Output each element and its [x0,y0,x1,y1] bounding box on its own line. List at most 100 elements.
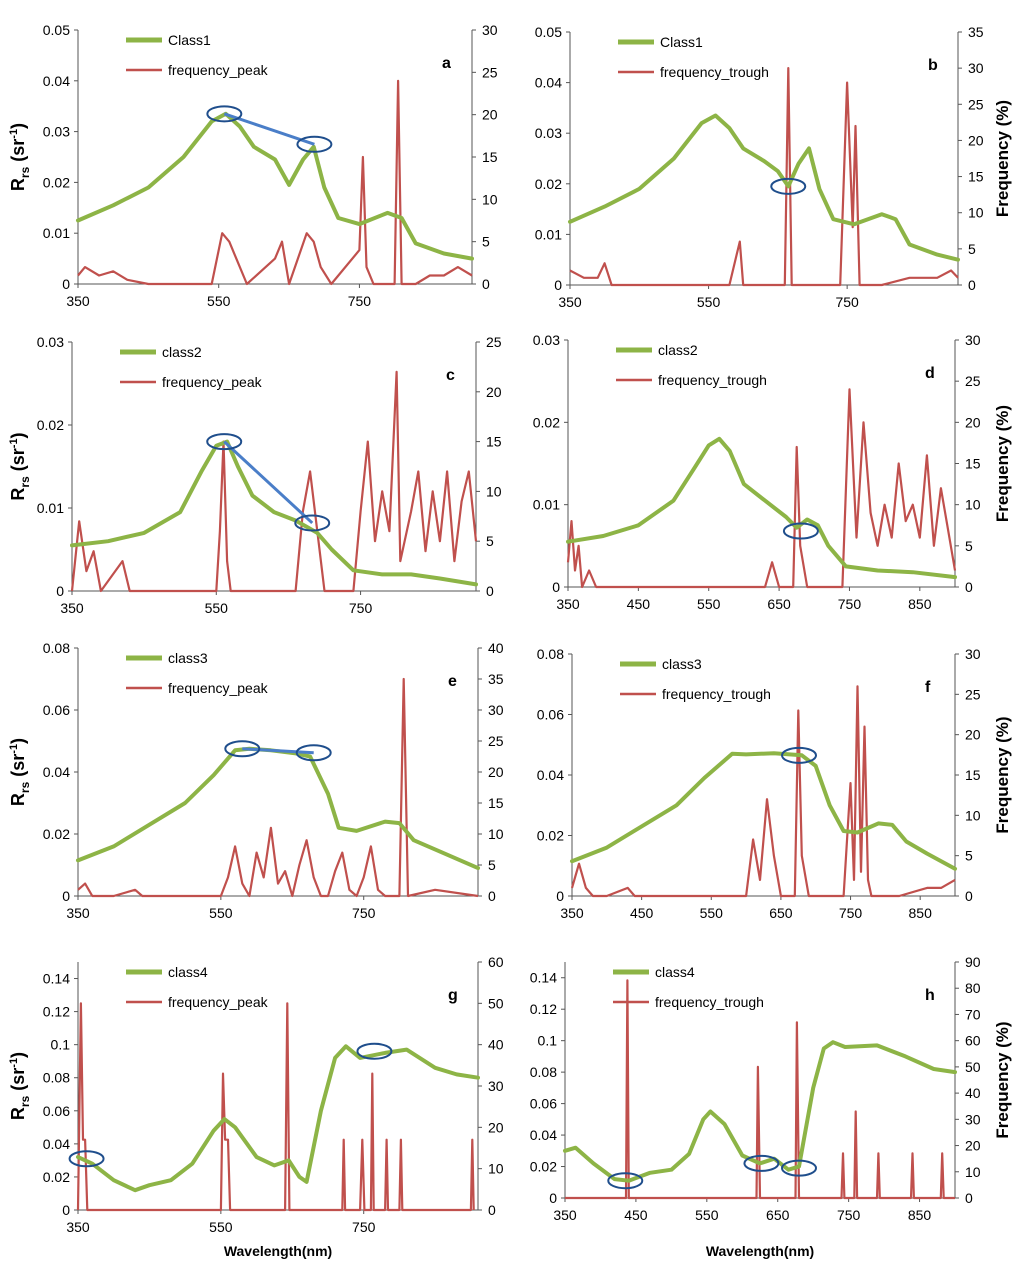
y-title-main: R [8,488,28,501]
feature-highlight-circle [294,514,331,532]
y-tick-label: 0.08 [537,646,564,662]
x-tick-label: 750 [835,294,859,310]
y2-tick-label: 40 [488,1037,504,1053]
y2-tick-label: 20 [488,1119,504,1135]
feature-highlight-circle [743,1154,780,1172]
y-title-exp: -1 [8,438,20,448]
y-title-close: ) [8,738,28,744]
y2-tick-label: 25 [965,373,981,389]
feature-connector-line [223,440,314,525]
legend-label-spectrum: class3 [662,656,702,672]
x-tick-label: 550 [205,600,229,616]
x-tick-label: 550 [695,1207,719,1223]
frequency-series-line [565,979,955,1200]
y-tick-label: 0.14 [43,971,70,987]
y-title-exp: -1 [8,1058,20,1068]
legend-label-spectrum: class2 [658,342,698,358]
feature-highlight-circle [296,135,333,153]
y2-tick-label: 20 [965,1138,981,1154]
spectrum-series-line [76,1044,480,1193]
chart-panel-f: Frequency (%) [568,653,1012,900]
y2-tick-label: 15 [486,434,502,450]
y2-tick-label: 25 [965,686,981,702]
y2-tick-label: 0 [482,276,490,292]
x-tick-label: 750 [348,293,372,309]
y2-tick-label: 5 [965,848,973,864]
y2-tick-label: 5 [482,234,490,250]
x-axis-title: Wavelength(nm) [706,1243,814,1259]
legend-label-spectrum: class4 [655,964,695,980]
x-tick-label: 550 [207,293,231,309]
y-tick-label: 0.04 [537,767,564,783]
y2-tick-label: 0 [488,888,496,904]
y2-tick-label: 20 [968,132,984,148]
x-tick-label: 550 [700,905,724,921]
y-tick-label: 0 [552,579,560,595]
y2-tick-label: 50 [488,995,504,1011]
panel-letter: g [448,987,458,1004]
frequency-series-line [77,79,473,286]
x-tick-label: 350 [66,1219,90,1235]
panel-letter: d [925,365,935,382]
legend-label-frequency: frequency_trough [662,686,771,702]
y2-tick-label: 0 [968,277,976,293]
x-tick-label: 450 [624,1207,648,1223]
y-axis-title-right: Frequency (%) [993,1021,1012,1138]
x-tick-label: 650 [767,596,791,612]
frequency-series-line [76,1002,475,1212]
legend-label-frequency: frequency_peak [168,62,269,78]
x-tick-label: 750 [837,1207,861,1223]
y2-tick-label: 30 [968,60,984,76]
y-tick-label: 0.1 [51,1037,71,1053]
y-title-close: ) [8,432,28,438]
panel-letter: b [928,57,938,74]
y2-tick-label: 30 [488,1078,504,1094]
feature-highlight-circle [607,1172,644,1190]
x-tick-label: 350 [553,1207,577,1223]
y2-tick-label: 30 [482,22,498,38]
frequency-series-line [566,388,957,589]
feature-highlight-circle [770,177,807,195]
x-tick-label: 350 [66,905,90,921]
x-tick-label: 550 [209,905,233,921]
spectrum-series-line [70,439,478,587]
y-title-unit: (sr [8,139,28,167]
y-title-sub: rs [18,781,32,793]
y-tick-label: 0.02 [533,414,560,430]
y-axis-title-left: Rrs (sr-1) [8,1052,32,1120]
y-tick-label: 0.12 [530,1001,557,1017]
y2-tick-label: 40 [488,640,504,656]
y-axis-title-right: Frequency (%) [993,716,1012,833]
y2-tick-label: 30 [965,1111,981,1127]
legend-label-frequency: frequency_trough [655,994,764,1010]
y-tick-label: 0.1 [538,1033,558,1049]
y-title-close: ) [8,123,28,129]
y-tick-label: 0.12 [43,1004,70,1020]
y2-tick-label: 10 [965,1164,981,1180]
y2-tick-label: 0 [965,1190,973,1206]
y-tick-label: 0.03 [37,334,64,350]
y-tick-label: 0.02 [37,417,64,433]
legend-label-frequency: frequency_peak [168,994,269,1010]
y2-tick-label: 30 [965,646,981,662]
y-tick-label: 0.08 [43,640,70,656]
y2-tick-label: 15 [965,456,981,472]
x-tick-label: 450 [630,905,654,921]
x-tick-label: 550 [697,596,721,612]
y-tick-label: 0.05 [535,24,562,40]
y2-tick-label: 35 [968,24,984,40]
y2-tick-label: 70 [965,1006,981,1022]
y2-tick-label: 0 [965,579,973,595]
y-tick-label: 0.03 [43,124,70,140]
y-tick-label: 0.06 [530,1096,557,1112]
feature-highlight-circle [781,746,818,764]
x-tick-label: 350 [558,294,582,310]
y2-tick-label: 25 [486,334,502,350]
feature-highlight-circle [206,105,243,123]
y2-tick-label: 40 [965,1085,981,1101]
y-tick-label: 0.14 [530,970,557,986]
chart-panel-g: Rrs (sr-1) [8,961,482,1214]
y-title-unit: (sr [8,1068,28,1096]
y-tick-label: 0 [62,1202,70,1218]
